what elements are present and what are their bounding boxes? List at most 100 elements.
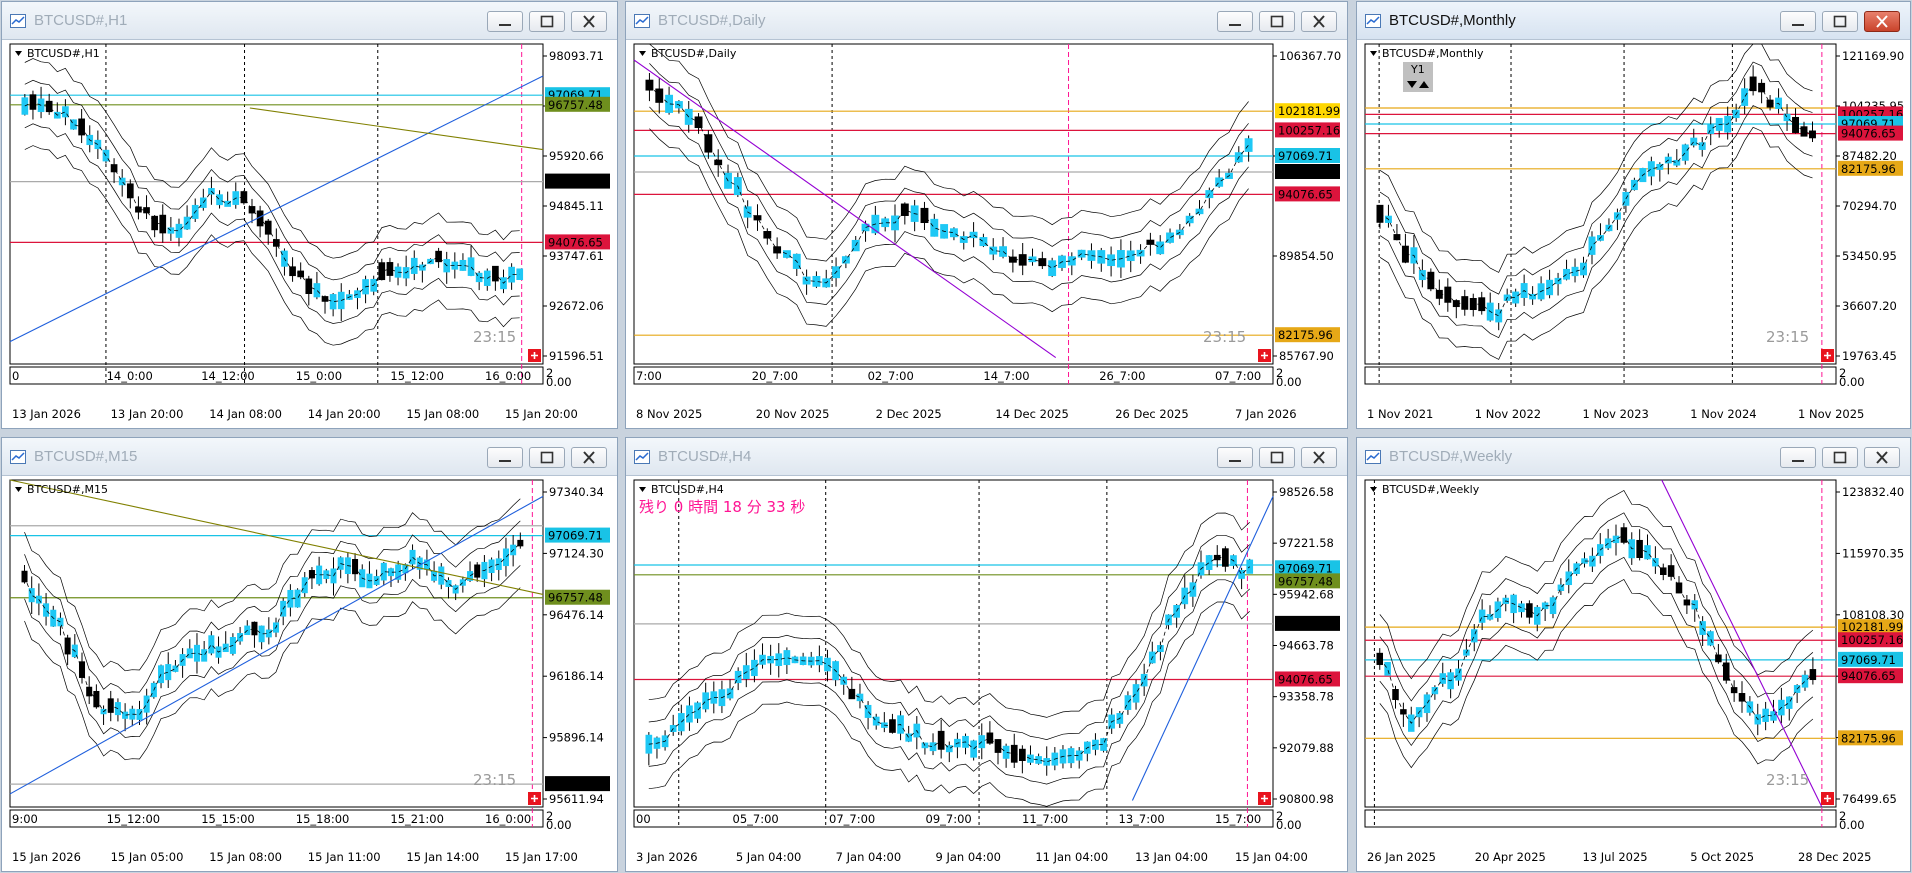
price-chart[interactable]: BTCUSD#,H4 残り 0 時間 18 分 33 秒 98526.58 97221… (632, 478, 1343, 867)
trend-line[interactable] (9, 75, 544, 343)
price-chart[interactable]: BTCUSD#,H198093.7196995.1995920.6694845.… (8, 42, 613, 424)
period-down-icon[interactable] (1407, 81, 1417, 88)
plot-area[interactable] (1364, 479, 1837, 808)
trend-line[interactable] (1661, 479, 1823, 808)
maximize-button[interactable] (1822, 447, 1858, 468)
candle (224, 200, 232, 207)
level-price-tag[interactable] (1275, 103, 1340, 119)
level-price-tag[interactable] (545, 173, 610, 189)
close-button[interactable] (571, 11, 607, 32)
date-axis-label: 13 Jan 2026 (12, 407, 81, 421)
title-bar[interactable]: BTCUSD#,Daily (626, 2, 1347, 40)
title-bar[interactable]: BTCUSD#,H1 (2, 2, 617, 40)
level-price-tag[interactable] (1838, 668, 1903, 684)
plot-area[interactable] (633, 479, 1274, 808)
trend-line[interactable] (1131, 496, 1274, 801)
price-chart[interactable]: BTCUSD#,Monthly Y1 121169.90 104235.95 87482… (1363, 42, 1906, 424)
close-button[interactable] (1301, 11, 1337, 32)
collapse-arrow-icon[interactable] (15, 487, 22, 492)
indicator-subwindow[interactable] (633, 809, 1274, 828)
chart-window-weekly[interactable]: BTCUSD#,Weekly BTCUSD#,Weekly 123832.40 11… (1356, 437, 1911, 872)
maximize-button[interactable] (1822, 11, 1858, 32)
indicator-subwindow[interactable] (1364, 366, 1837, 385)
price-chart[interactable]: BTCUSD#,M15 97340.34 97124.30 96476.14 96186… (8, 478, 613, 867)
title-bar[interactable]: BTCUSD#,H4 (626, 438, 1347, 476)
level-price-tag-label: 95684.70 (1278, 165, 1333, 179)
level-price-tag[interactable] (1275, 573, 1340, 589)
collapse-arrow-icon[interactable] (1370, 487, 1377, 492)
candle (1048, 260, 1057, 277)
time-label: 15_12:00 (390, 369, 444, 383)
chart-window-h4[interactable]: BTCUSD#,H4 BTCUSD#,H4 残り 0 時間 18 分 33 秒 98… (625, 437, 1348, 872)
level-price-tag[interactable] (545, 234, 610, 250)
plot-area[interactable] (9, 43, 544, 365)
indicator-subwindow[interactable] (9, 366, 544, 385)
chart-window-daily[interactable]: BTCUSD#,Daily BTCUSD#,Daily106367.709811… (625, 1, 1348, 429)
level-price-tag[interactable] (1275, 615, 1340, 631)
date-axis-label: 20 Apr 2025 (1475, 850, 1546, 864)
level-price-tag[interactable] (545, 527, 610, 543)
indicator-subwindow[interactable] (9, 809, 544, 828)
minimize-button[interactable] (1217, 447, 1253, 468)
collapse-arrow-icon[interactable] (639, 51, 646, 56)
plot-area[interactable] (633, 43, 1274, 365)
collapse-arrow-icon[interactable] (639, 487, 646, 492)
minimize-button[interactable] (1217, 11, 1253, 32)
title-bar[interactable]: BTCUSD#,M15 (2, 438, 617, 476)
plot-area[interactable] (9, 479, 544, 808)
level-price-tag[interactable] (1838, 160, 1903, 176)
price-chart[interactable]: BTCUSD#,Daily106367.7098111.1089854.5085… (632, 42, 1343, 424)
trend-line[interactable] (633, 59, 1057, 359)
level-price-tag[interactable] (1838, 651, 1903, 667)
indicator-subwindow[interactable] (1364, 809, 1837, 828)
level-price-tag[interactable] (1838, 125, 1903, 141)
maximize-button[interactable] (529, 447, 565, 468)
price-chart[interactable]: BTCUSD#,Weekly 123832.40 115970.35 108108.3… (1363, 478, 1906, 867)
collapse-arrow-icon[interactable] (1370, 51, 1377, 56)
maximize-button[interactable] (1259, 11, 1295, 32)
maximize-button[interactable] (529, 11, 565, 32)
chart-window-monthly[interactable]: BTCUSD#,Monthly BTCUSD#,Monthly Y1 121169.… (1356, 1, 1911, 429)
level-price-tag[interactable] (1275, 148, 1340, 163)
indicator-subwindow[interactable] (633, 366, 1274, 385)
subwindow-max-label: 2 (1276, 366, 1283, 380)
level-price-tag[interactable] (1275, 560, 1340, 576)
level-price-tag[interactable] (1275, 164, 1340, 179)
minimize-button[interactable] (1780, 447, 1816, 468)
level-price-tag[interactable] (1838, 619, 1903, 635)
price-axis-label: 121169.90 (1842, 49, 1904, 63)
minimize-button[interactable] (487, 447, 523, 468)
close-button[interactable] (1864, 447, 1900, 468)
candle (208, 635, 215, 654)
level-price-tag[interactable] (1275, 327, 1340, 343)
title-bar[interactable]: BTCUSD#,Weekly (1357, 438, 1910, 476)
date-axis-label: 14 Jan 20:00 (308, 407, 381, 421)
minimize-button[interactable] (487, 11, 523, 32)
level-price-tag[interactable] (545, 589, 610, 605)
window-title: BTCUSD#,Monthly (1389, 12, 1516, 29)
plot-area[interactable] (1364, 43, 1837, 365)
chart-window-m15[interactable]: BTCUSD#,M15 BTCUSD#,M15 97340.34 97124.30 9… (1, 437, 618, 872)
candle (294, 589, 301, 608)
level-price-tag[interactable] (1838, 632, 1903, 648)
title-bar[interactable]: BTCUSD#,Monthly (1357, 2, 1910, 40)
close-button[interactable] (1301, 447, 1337, 468)
close-button[interactable] (1864, 11, 1900, 32)
level-price-tag[interactable] (1275, 671, 1340, 687)
level-price-tag[interactable] (1275, 186, 1340, 202)
maximize-button[interactable] (1259, 447, 1295, 468)
level-price-tag[interactable] (545, 96, 610, 112)
band-line (649, 63, 1249, 262)
minimize-button[interactable] (1780, 11, 1816, 32)
trend-line[interactable] (9, 495, 544, 795)
trend-line[interactable] (249, 107, 544, 151)
chart-window-h1[interactable]: BTCUSD#,H1 BTCUSD#,H198093.7196995.19959… (1, 1, 618, 429)
collapse-arrow-icon[interactable] (15, 51, 22, 56)
level-price-tag[interactable] (1275, 122, 1340, 138)
level-price-tag[interactable] (545, 776, 610, 792)
trend-line[interactable] (9, 479, 544, 595)
level-price-tag[interactable] (1838, 730, 1903, 746)
close-button[interactable] (571, 447, 607, 468)
price-axis-label: 19763.45 (1842, 349, 1897, 363)
period-up-icon[interactable] (1419, 81, 1429, 88)
